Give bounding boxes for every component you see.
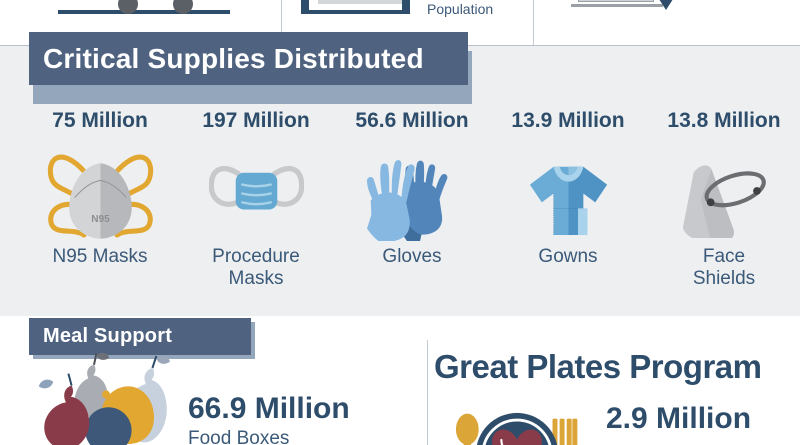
- svg-text:N95: N95: [91, 214, 110, 225]
